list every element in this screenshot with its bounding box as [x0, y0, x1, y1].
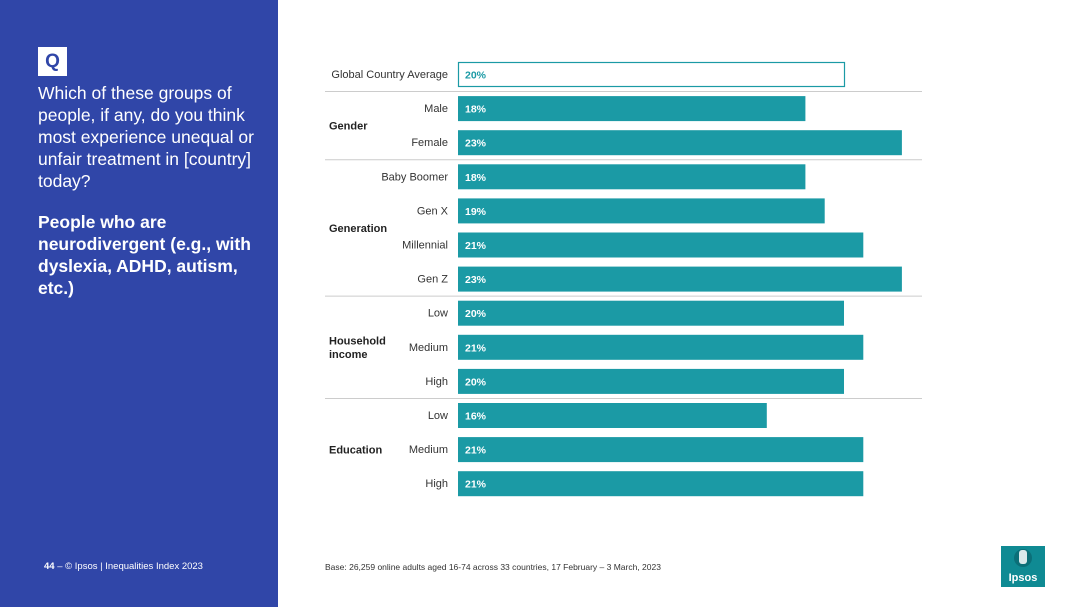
- bar-1: [458, 96, 806, 122]
- value-label-0: 20%: [465, 70, 487, 82]
- subject-text: People who are neurodivergent (e.g., wit…: [38, 212, 251, 298]
- category-label-8: Medium: [409, 342, 448, 354]
- base-note: Base: 26,259 online adults aged 16-74 ac…: [325, 562, 661, 572]
- group-label-3-0: Education: [329, 445, 382, 457]
- left-panel: Q Which of these groups of people, if an…: [0, 0, 278, 607]
- value-label-1: 18%: [465, 104, 487, 116]
- logo-text: Ipsos: [1008, 572, 1038, 584]
- bar-2: [458, 130, 902, 156]
- group-label-2-0: Household: [329, 336, 386, 348]
- category-label-2: Female: [411, 137, 448, 149]
- value-label-9: 20%: [465, 376, 487, 388]
- category-label-6: Gen Z: [417, 274, 448, 286]
- value-label-6: 23%: [465, 274, 487, 286]
- value-label-10: 16%: [465, 411, 487, 423]
- value-label-3: 18%: [465, 172, 487, 184]
- value-label-8: 21%: [465, 342, 487, 354]
- group-label-2-1: income: [329, 349, 368, 361]
- category-label-11: Medium: [409, 444, 448, 456]
- ipsos-logo: Ipsos: [1001, 546, 1045, 587]
- value-label-11: 21%: [465, 445, 487, 457]
- footer: 44 – © Ipsos | Inequalities Index 2023: [44, 561, 203, 572]
- value-label-5: 21%: [465, 240, 487, 252]
- category-label-9: High: [425, 376, 448, 388]
- category-label-0: Global Country Average: [331, 69, 448, 81]
- category-label-5: Millennial: [402, 240, 448, 252]
- value-label-7: 20%: [465, 308, 487, 320]
- category-label-4: Gen X: [417, 205, 449, 217]
- group-label-0-0: Gender: [329, 121, 368, 133]
- value-label-4: 19%: [465, 206, 487, 218]
- category-label-3: Baby Boomer: [381, 171, 448, 183]
- bar-5: [458, 232, 864, 258]
- category-label-12: High: [425, 478, 448, 490]
- question-badge: Q: [38, 47, 67, 76]
- bar-12: [458, 471, 864, 497]
- bar-3: [458, 164, 806, 190]
- bar-4: [458, 198, 825, 224]
- bar-11: [458, 437, 864, 463]
- bar-8: [458, 334, 864, 360]
- footer-source: © Ipsos | Inequalities Index 2023: [65, 561, 203, 572]
- footer-dash: –: [57, 561, 63, 572]
- bar-10: [458, 403, 767, 428]
- question-text: Which of these groups of people, if any,…: [38, 83, 254, 191]
- group-label-1-0: Generation: [329, 223, 387, 235]
- bar-6: [458, 266, 902, 292]
- value-label-2: 23%: [465, 138, 487, 150]
- category-label-7: Low: [428, 308, 448, 320]
- logo-mark-icon: [1014, 549, 1032, 567]
- bar-0: [457, 61, 846, 88]
- category-label-1: Male: [424, 103, 448, 115]
- bar-7: [458, 300, 844, 326]
- bar-9: [458, 368, 844, 394]
- category-label-10: Low: [428, 410, 448, 422]
- value-label-12: 21%: [465, 479, 487, 491]
- page-number: 44: [44, 561, 55, 572]
